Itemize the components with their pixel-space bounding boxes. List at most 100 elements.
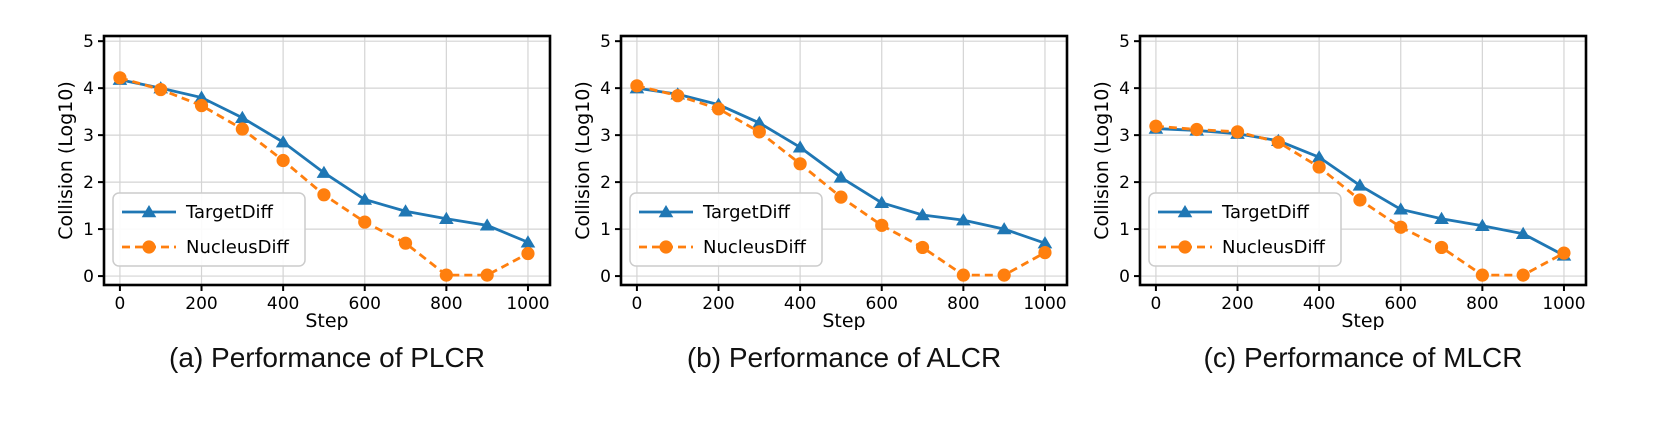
nucleusdiff-marker [752,125,766,139]
nucleusdiff-marker [235,122,249,136]
y-tick-label: 4 [1119,79,1130,99]
targetdiff-marker [752,115,767,129]
chart-plot-plcr: 0 200 400 600 800 1000 Step 0 1 2 3 4 5 Collision (Lo… [58,32,552,330]
legend-entry-nucleusdiff: NucleusDiff [639,237,806,258]
y-tick-label: 3 [1119,126,1130,146]
targetdiff-marker [1434,211,1449,224]
nucleusdiff-marker [194,98,209,113]
x-tick-label: 200 [702,294,734,314]
x-axis-label: Step [305,310,348,330]
x-axis: 0 200 400 600 800 1000 Step [114,285,550,330]
nucleusdiff-marker [154,82,168,97]
x-tick-label: 800 [430,294,462,314]
x-tick-label: 400 [784,294,816,314]
targetdiff-marker [194,90,209,103]
chart-plot-mlcr: 0 200 400 600 800 1000 Step 0 1 2 3 4 5 Collision (Lo… [1094,32,1588,330]
legend-label: TargetDiff [1221,202,1310,223]
nucleusdiff-marker [521,246,535,261]
nucleusdiff-marker [1190,122,1204,137]
nucleusdiff-marker [1394,220,1408,234]
y-tick-label: 0 [1119,267,1130,287]
y-tick-label: 2 [600,173,611,193]
nucleusdiff-marker [997,268,1011,282]
x-tick-label: 200 [1221,294,1253,314]
legend-label: NucleusDiff [703,237,806,258]
nucleusdiff-marker [956,268,970,282]
x-tick-label: 800 [1466,294,1498,314]
nucleusdiff-marker [793,157,807,171]
legend: TargetDiff NucleusDiff [1148,192,1342,267]
x-tick-label: 1000 [506,294,549,314]
caption-plcr: (a) Performance of PLCR [169,342,485,373]
nucleusdiff-marker [711,102,726,116]
nucleusdiff-marker [1230,125,1245,139]
chart-plot-alcr: 0 200 400 600 800 1000 Step 0 1 2 3 4 5 Collision (Lo… [575,32,1069,330]
y-tick-label: 5 [600,32,611,52]
legend: TargetDiff NucleusDiff [112,192,306,267]
x-tick-label: 800 [947,294,979,314]
y-tick-label: 1 [1119,220,1130,240]
nucleusdiff-marker [1516,268,1530,282]
x-tick-label: 1000 [1542,294,1585,314]
nucleusdiff-marker [398,236,413,250]
legend-entry-targetdiff: TargetDiff [1158,202,1310,223]
x-tick-label: 600 [866,294,898,314]
y-tick-label: 2 [83,173,94,193]
targetdiff-marker [357,192,373,205]
nucleusdiff-series [1149,119,1571,282]
nucleusdiff-series [113,71,535,282]
x-tick-label: 200 [185,294,217,314]
legend-label: TargetDiff [185,202,274,223]
targetdiff-marker [398,204,413,217]
chart-panel-mlcr: 0 200 400 600 800 1000 Step 0 1 2 3 4 5 Collision (Lo… [1094,8,1594,330]
y-tick-label: 2 [1119,173,1130,193]
plot-border [102,34,552,287]
legend-triangle-icon [1177,205,1193,218]
nucleusdiff-marker [1353,193,1367,207]
x-tick-label: 0 [1150,294,1161,314]
chart-panel-alcr: 0 200 400 600 800 1000 Step 0 1 2 3 4 5 Collision (Lo… [575,8,1075,330]
nucleusdiff-marker [317,188,331,202]
nucleusdiff-marker [1312,160,1326,174]
targetdiff-marker [833,170,849,183]
plot-border [1138,34,1588,287]
caption-mlcr: (c) Performance of MLCR [1203,342,1523,373]
x-tick-label: 1000 [1023,294,1066,314]
y-tick-label: 1 [600,220,611,240]
y-tick-label: 1 [83,220,94,240]
legend-entry-nucleusdiff: NucleusDiff [122,237,289,258]
nucleusdiff-marker [1475,268,1489,282]
legend-entry-targetdiff: TargetDiff [639,202,791,223]
nucleusdiff-marker [480,268,494,282]
legend-triangle-icon [141,205,157,218]
legend-circle-icon [1178,240,1192,254]
nucleusdiff-marker [439,268,453,282]
targetdiff-marker [1515,226,1531,239]
nucleusdiff-marker [671,89,685,103]
nucleusdiff-marker [875,218,889,232]
targetdiff-marker [1475,218,1490,232]
y-tick-label: 4 [83,79,94,99]
targetdiff-series [629,81,1053,249]
x-tick-label: 400 [1303,294,1335,314]
targetdiff-marker [1352,178,1368,191]
x-axis: 0 200 400 600 800 1000 Step [631,285,1067,330]
targetdiff-marker [1037,236,1053,249]
nucleusdiff-marker [1149,119,1163,133]
nucleusdiff-marker [1271,135,1285,149]
targetdiff-marker [235,110,250,123]
y-axis-label: Collision (Log10) [575,81,594,240]
y-axis-label: Collision (Log10) [58,81,77,240]
legend-label: NucleusDiff [1222,237,1325,258]
targetdiff-marker [915,207,930,221]
y-axis-label: Collision (Log10) [1094,81,1113,240]
targetdiff-marker [874,195,890,208]
targetdiff-marker [275,135,291,148]
legend-label: TargetDiff [702,202,791,223]
chart-panel-plcr: 0 200 400 600 800 1000 Step 0 1 2 3 4 5 Collision (Lo… [58,8,558,330]
legend-entry-targetdiff: TargetDiff [122,202,274,223]
targetdiff-marker [316,165,332,178]
legend-circle-icon [659,240,673,254]
y-axis: 0 1 2 3 4 5 Collision (Log10) [58,32,104,287]
x-tick-label: 600 [349,294,381,314]
